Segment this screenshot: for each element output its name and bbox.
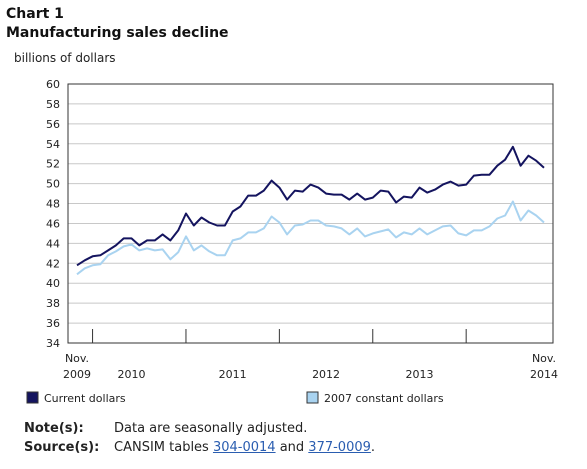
source-key: Source(s): — [24, 440, 100, 455]
x-tick-label: 2013 — [405, 368, 433, 381]
y-tick-label: 36 — [46, 317, 60, 330]
plot-area-frame — [67, 83, 554, 344]
y-axis-unit-label: billions of dollars — [14, 51, 116, 65]
x-tick-label: 2012 — [312, 368, 340, 381]
legend-swatch — [306, 391, 319, 404]
notes-block: Note(s): Data are seasonally adjusted. So… — [24, 419, 375, 457]
cansim-link-377-0009[interactable]: 377-0009 — [308, 440, 371, 455]
line-chart: 34 36 38 40 42 44 46 48 50 52 54 56 58 60 Nov. 2009 2010… — [26, 78, 558, 405]
y-tick-label: 48 — [46, 198, 60, 211]
x-tick-label: 2014 — [530, 368, 558, 381]
legend-label: 2007 constant dollars — [324, 392, 444, 405]
series-constant-dollars-line — [76, 200, 545, 276]
legend-label: Current dollars — [44, 392, 126, 405]
y-tick-label: 38 — [46, 297, 60, 310]
y-tick-label: 52 — [46, 158, 60, 171]
source-suffix: . — [370, 440, 376, 455]
y-tick-label: 58 — [46, 98, 60, 111]
chart-title: Manufacturing sales decline — [6, 25, 229, 41]
x-tick-label: 2009 — [63, 368, 91, 381]
x-tick-label: 2010 — [117, 368, 145, 381]
source-row: Source(s): CANSIM tables 304-0014 and 377… — [24, 438, 375, 457]
source-prefix: CANSIM tables — [114, 440, 213, 455]
chart-label: Chart 1 — [6, 6, 64, 22]
series-current-dollars-line — [76, 145, 545, 267]
y-tick-label: 56 — [46, 118, 60, 131]
note-key: Note(s): — [24, 421, 84, 436]
y-tick-label: 54 — [46, 138, 60, 151]
note-text: Data are seasonally adjusted. — [114, 421, 308, 436]
y-tick-label: 46 — [46, 217, 60, 230]
source-mid: and — [275, 440, 309, 455]
y-tick-label: 34 — [46, 337, 60, 350]
x-tick-label: Nov. — [532, 352, 556, 365]
y-tick-label: 60 — [46, 78, 60, 91]
y-tick-label: 50 — [46, 178, 60, 191]
cansim-link-304-0014[interactable]: 304-0014 — [212, 440, 276, 455]
legend-swatch — [26, 391, 39, 404]
note-row: Note(s): Data are seasonally adjusted. — [24, 419, 375, 438]
x-tick-label: 2011 — [219, 368, 247, 381]
y-tick-label: 40 — [46, 277, 60, 290]
y-tick-label: 44 — [46, 237, 60, 250]
x-tick-label: Nov. — [65, 352, 89, 365]
y-tick-label: 42 — [46, 257, 60, 270]
